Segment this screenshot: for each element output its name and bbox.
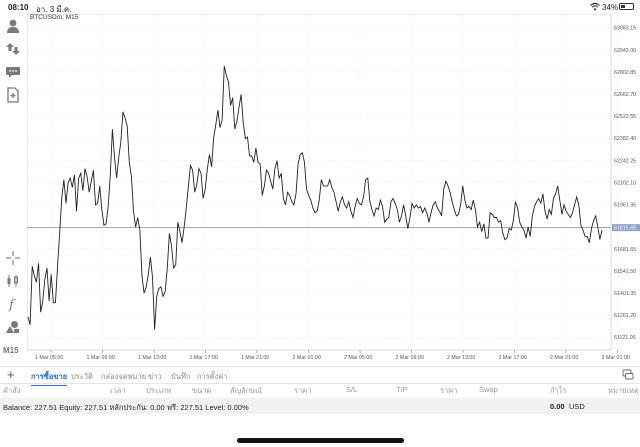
- chat-bubble-icon[interactable]: [5, 64, 21, 80]
- x-tick-label: 3 Mar 01:00: [602, 355, 630, 361]
- balance-row: Balance: 227.51 Equity: 227.51 หลักประกั…: [0, 398, 640, 414]
- col-current-price: ราคา: [440, 386, 458, 395]
- news-document-icon[interactable]: [5, 87, 21, 103]
- current-price-label: 61815.68: [614, 226, 636, 232]
- x-tick-label: 2 Mar 05:00: [344, 355, 372, 361]
- function-icon[interactable]: f: [5, 296, 21, 312]
- tab-settings[interactable]: การตั้งค่า: [197, 372, 228, 381]
- x-tick-label: 2 Mar 01:00: [293, 355, 321, 361]
- y-tick-label: 62242.25: [614, 158, 636, 164]
- x-tick-label: 1 Mar 05:00: [35, 355, 63, 361]
- col-tp: T/P: [396, 385, 408, 394]
- col-type: ประเภท: [146, 386, 172, 395]
- plus-icon[interactable]: +: [7, 367, 15, 382]
- x-tick-label: 2 Mar 09:00: [396, 355, 424, 361]
- y-tick-label: 62522.55: [614, 114, 636, 120]
- x-tick-label: 1 Mar 09:00: [87, 355, 115, 361]
- price-series-line: [27, 65, 603, 330]
- y-tick-label: 61261.20: [614, 313, 636, 319]
- y-tick-label: 62102.10: [614, 180, 636, 186]
- y-tick-label: 62382.40: [614, 136, 636, 142]
- x-axis-labels: 1 Mar 05:00 1 Mar 09:00 1 Mar 13:00 1 Mar 1…: [35, 350, 630, 361]
- up-down-arrows-icon[interactable]: [5, 41, 21, 57]
- col-sl: S/L: [346, 385, 358, 394]
- col-symbol: สัญลักษณ์: [230, 386, 263, 395]
- person-icon[interactable]: [5, 18, 21, 34]
- y-tick-label: 61681.65: [614, 247, 636, 253]
- y-tick-label: 62802.85: [614, 70, 636, 76]
- price-chart[interactable]: 63083.15 62943.00 62802.85 62662.70 62522.55…: [27, 14, 640, 366]
- x-tick-label: 1 Mar 13:00: [138, 355, 166, 361]
- status-bar: 08:10 อา. 3 มี.ค. 34%: [0, 0, 640, 14]
- svg-text:f: f: [8, 298, 16, 312]
- x-tick-label: 2 Mar 21:00: [550, 355, 578, 361]
- col-time: เวลา: [110, 386, 126, 395]
- tab-news[interactable]: ข่าว: [148, 372, 162, 381]
- candlestick-indicator-icon[interactable]: [5, 273, 21, 289]
- y-tick-label: 61961.95: [614, 203, 636, 209]
- y-axis-labels: 63083.15 62943.00 62802.85 62662.70 62522.55…: [614, 26, 636, 342]
- col-swap: Swap: [479, 385, 498, 394]
- tab-trade[interactable]: การซื้อขาย: [31, 372, 68, 386]
- left-toolbar: f M15: [0, 14, 27, 360]
- x-tick-label: 2 Mar 13:00: [447, 355, 475, 361]
- tab-mailbox[interactable]: กล่องจดหมาย: [101, 372, 147, 381]
- y-tick-label: 62943.00: [614, 48, 636, 54]
- currency-label: USD: [569, 402, 585, 411]
- tab-history[interactable]: ประวัติ: [71, 372, 93, 381]
- battery-percent: 34%: [602, 3, 619, 12]
- trade-table-header: คำสั่ง เวลา ประเภท ขนาด สัญลักษณ์ ราคา S…: [0, 383, 640, 397]
- col-order: คำสั่ง: [3, 386, 21, 395]
- wifi-icon: [590, 2, 600, 11]
- home-indicator: [237, 438, 404, 443]
- x-tick-label: 2 Mar 17:00: [499, 355, 527, 361]
- chart-canvas[interactable]: 63083.15 62943.00 62802.85 62662.70 62522.55…: [27, 14, 640, 366]
- status-date: อา. 3 มี.ค.: [36, 5, 72, 14]
- balance-summary: Balance: 227.51 Equity: 227.51 หลักประกั…: [3, 403, 249, 412]
- objects-icon[interactable]: [5, 319, 21, 335]
- col-comment: หมายเหตุ: [608, 386, 639, 395]
- chart-grid: [27, 14, 618, 350]
- status-time: 08:10: [8, 3, 29, 12]
- crosshair-icon[interactable]: [5, 250, 21, 266]
- y-tick-label: 61401.35: [614, 291, 636, 297]
- chat-icon[interactable]: [622, 369, 634, 381]
- col-profit: กำไร: [550, 386, 567, 395]
- total-profit: 0.00: [550, 402, 565, 411]
- timeframe-button[interactable]: M15: [3, 346, 19, 355]
- col-volume: ขนาด: [192, 386, 212, 395]
- col-price: ราคา: [294, 386, 312, 395]
- y-tick-label: 62662.70: [614, 92, 636, 98]
- current-price-badge: [612, 224, 640, 232]
- tab-journal[interactable]: บันทึก: [171, 372, 191, 381]
- plot-border: [27, 14, 612, 351]
- y-tick-label: 61121.05: [614, 335, 636, 341]
- x-tick-label: 1 Mar 17:00: [190, 355, 218, 361]
- x-tick-label: 1 Mar 21:00: [241, 355, 269, 361]
- y-tick-label: 61541.50: [614, 269, 636, 275]
- y-tick-label: 63083.15: [614, 26, 636, 32]
- battery-icon: [619, 3, 634, 10]
- chart-symbol-title: BTCUSDm, M15: [30, 14, 79, 21]
- terminal-tabs: + การซื้อขาย ประวัติ กล่องจดหมาย ข่าว บั…: [0, 366, 640, 386]
